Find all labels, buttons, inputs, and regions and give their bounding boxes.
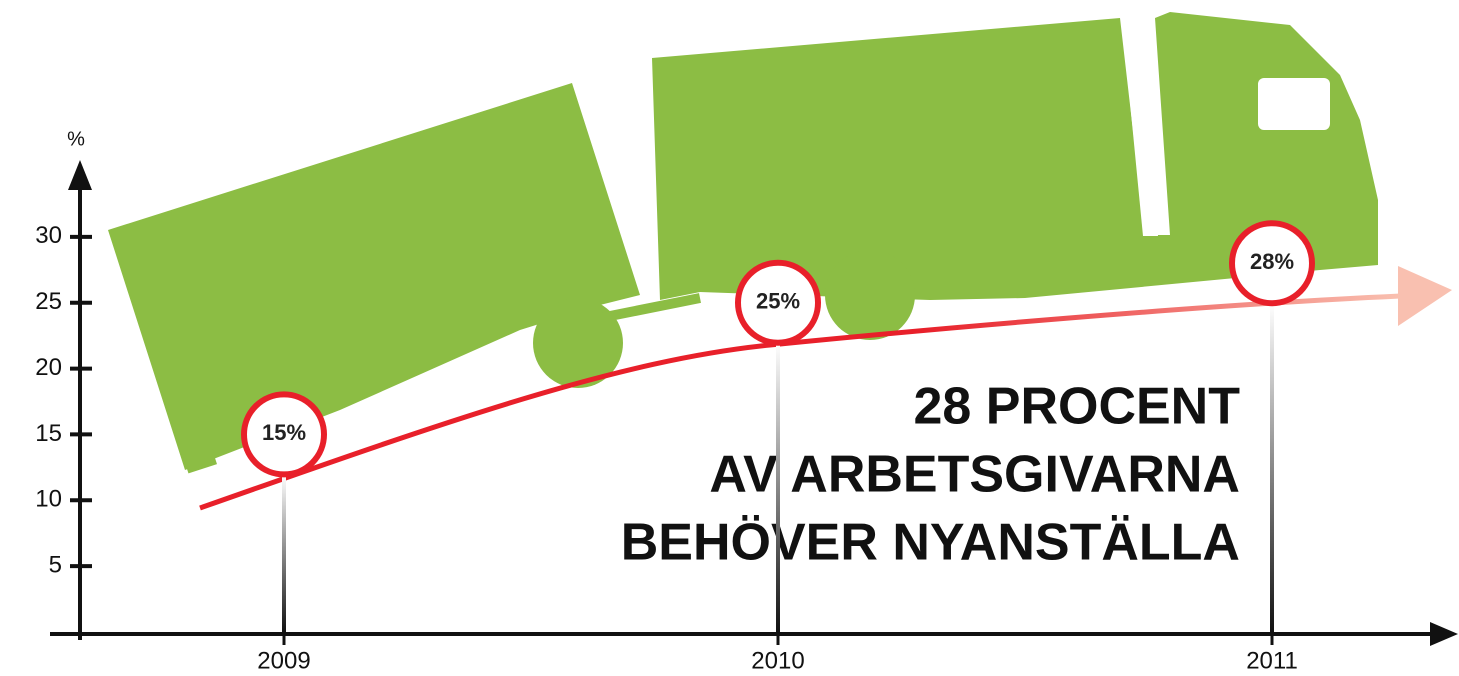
- y-tick-label: 15: [35, 420, 62, 447]
- trend-arrow: [1398, 266, 1452, 326]
- point-marker: [735, 259, 821, 346]
- x-tick-label: 2011: [1246, 647, 1298, 674]
- drop-line: [776, 342, 780, 632]
- data-label: 28%: [1250, 249, 1294, 274]
- y-tick-label: 30: [35, 222, 62, 249]
- data-label: 15%: [262, 420, 306, 445]
- data-label: 25%: [756, 289, 800, 314]
- y-tick-label: 10: [35, 486, 62, 513]
- y-tick-label: 5: [49, 551, 62, 578]
- annotation-line: AV ARBETSGIVARNA: [709, 446, 1240, 504]
- y-tick-label: 20: [35, 354, 62, 381]
- x-axis-arrow: [1430, 622, 1458, 646]
- y-unit: %: [67, 128, 85, 150]
- x-tick-label: 2009: [257, 647, 310, 674]
- point-marker: [241, 391, 327, 478]
- truck: [108, 12, 1378, 474]
- x-tick-label: 2010: [751, 647, 804, 674]
- drop-line: [1270, 303, 1274, 632]
- y-axis-arrow: [68, 160, 92, 190]
- drop-line: [282, 474, 286, 632]
- point-marker: [1229, 220, 1315, 307]
- annotation-line: BEHÖVER NYANSTÄLLA: [621, 514, 1240, 572]
- y-tick-label: 25: [35, 288, 62, 315]
- annotation-line: 28 PROCENT: [913, 378, 1240, 436]
- annotation: 28 PROCENT AV ARBETSGIVARNA BEHÖVER NYANST…: [621, 378, 1240, 572]
